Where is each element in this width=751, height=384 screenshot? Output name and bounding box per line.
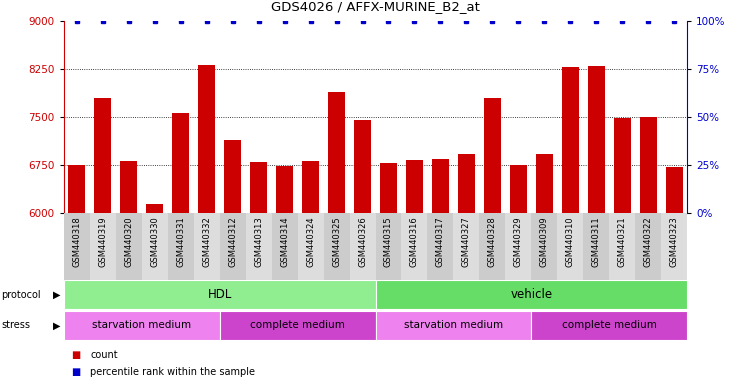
Bar — [198, 65, 215, 384]
Bar — [380, 162, 397, 384]
Text: complete medium: complete medium — [562, 320, 656, 331]
Text: GSM440313: GSM440313 — [254, 217, 263, 267]
Bar — [484, 98, 501, 384]
Text: GSM440325: GSM440325 — [332, 217, 341, 267]
Bar — [427, 213, 454, 280]
Bar — [458, 154, 475, 384]
Text: GSM440332: GSM440332 — [202, 217, 211, 267]
Text: HDL: HDL — [207, 288, 232, 301]
Bar — [95, 98, 111, 384]
Bar — [406, 160, 423, 384]
Text: GSM440327: GSM440327 — [462, 217, 471, 267]
Bar — [584, 213, 609, 280]
Bar — [661, 213, 687, 280]
Bar — [640, 117, 656, 384]
Bar — [64, 280, 376, 309]
Bar — [120, 161, 137, 384]
Text: count: count — [90, 350, 118, 360]
Bar — [272, 213, 297, 280]
Text: GSM440329: GSM440329 — [514, 217, 523, 267]
Bar — [665, 167, 683, 384]
Bar — [246, 213, 272, 280]
Text: starvation medium: starvation medium — [92, 320, 192, 331]
Bar — [635, 213, 661, 280]
Bar — [302, 161, 319, 384]
Text: vehicle: vehicle — [510, 288, 553, 301]
Bar — [116, 213, 142, 280]
Text: GSM440321: GSM440321 — [618, 217, 627, 267]
Bar — [402, 213, 427, 280]
Bar — [588, 66, 605, 384]
Bar — [376, 311, 532, 340]
Bar — [68, 165, 86, 384]
Bar — [376, 280, 687, 309]
Bar — [142, 213, 167, 280]
Bar — [432, 159, 449, 384]
Bar — [479, 213, 505, 280]
Text: GSM440309: GSM440309 — [540, 217, 549, 267]
Bar — [376, 213, 402, 280]
Bar — [172, 113, 189, 384]
Text: starvation medium: starvation medium — [404, 320, 503, 331]
Bar — [146, 204, 163, 384]
Text: GSM440320: GSM440320 — [124, 217, 133, 267]
Bar — [194, 213, 220, 280]
Bar — [225, 139, 241, 384]
Text: GSM440312: GSM440312 — [228, 217, 237, 267]
Text: protocol: protocol — [2, 290, 41, 300]
Text: stress: stress — [2, 320, 31, 331]
Text: GSM440323: GSM440323 — [670, 217, 679, 267]
Bar — [536, 154, 553, 384]
Text: GSM440310: GSM440310 — [566, 217, 575, 267]
Text: complete medium: complete medium — [250, 320, 345, 331]
Bar — [220, 311, 376, 340]
Text: GSM440316: GSM440316 — [410, 217, 419, 267]
Bar — [64, 311, 220, 340]
Text: GSM440324: GSM440324 — [306, 217, 315, 267]
Bar — [276, 166, 293, 384]
Bar — [354, 120, 371, 384]
Bar — [557, 213, 584, 280]
Bar — [167, 213, 194, 280]
Bar — [614, 118, 631, 384]
Text: GSM440317: GSM440317 — [436, 217, 445, 267]
Text: GDS4026 / AFFX-MURINE_B2_at: GDS4026 / AFFX-MURINE_B2_at — [271, 0, 480, 13]
Text: GSM440330: GSM440330 — [150, 217, 159, 267]
Bar — [505, 213, 532, 280]
Text: GSM440328: GSM440328 — [488, 217, 497, 267]
Bar — [250, 162, 267, 384]
Bar — [328, 91, 345, 384]
Bar — [609, 213, 635, 280]
Bar — [349, 213, 376, 280]
Text: ■: ■ — [71, 350, 80, 360]
Text: GSM440319: GSM440319 — [98, 217, 107, 267]
Text: GSM440315: GSM440315 — [384, 217, 393, 267]
Text: ▶: ▶ — [53, 290, 60, 300]
Bar — [64, 213, 90, 280]
Bar — [532, 311, 687, 340]
Text: GSM440331: GSM440331 — [176, 217, 185, 267]
Bar — [324, 213, 349, 280]
Bar — [562, 66, 579, 384]
Text: GSM440314: GSM440314 — [280, 217, 289, 267]
Bar — [454, 213, 479, 280]
Text: GSM440326: GSM440326 — [358, 217, 367, 267]
Text: ▶: ▶ — [53, 320, 60, 331]
Bar — [532, 213, 557, 280]
Text: percentile rank within the sample: percentile rank within the sample — [90, 367, 255, 377]
Text: GSM440322: GSM440322 — [644, 217, 653, 267]
Text: GSM440311: GSM440311 — [592, 217, 601, 267]
Bar — [297, 213, 324, 280]
Bar — [510, 165, 526, 384]
Text: ■: ■ — [71, 367, 80, 377]
Text: GSM440318: GSM440318 — [72, 217, 81, 267]
Bar — [90, 213, 116, 280]
Bar — [220, 213, 246, 280]
